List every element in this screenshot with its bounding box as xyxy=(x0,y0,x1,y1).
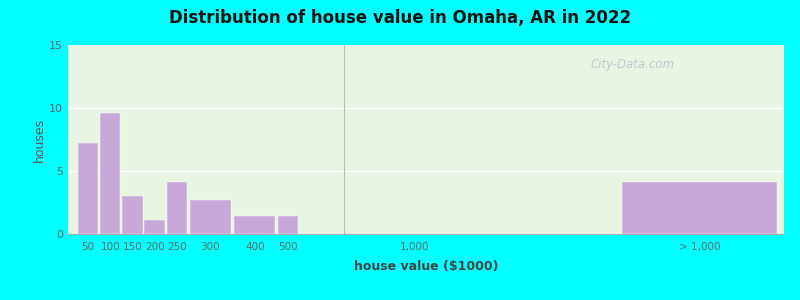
Bar xyxy=(78,143,98,234)
Text: Distribution of house value in Omaha, AR in 2022: Distribution of house value in Omaha, AR… xyxy=(169,9,631,27)
Bar xyxy=(122,196,142,234)
Bar xyxy=(278,216,298,234)
Bar xyxy=(100,113,121,234)
X-axis label: house value ($1000): house value ($1000) xyxy=(354,260,498,273)
Text: City-Data.com: City-Data.com xyxy=(590,58,675,71)
Y-axis label: houses: houses xyxy=(34,117,46,162)
Bar xyxy=(190,200,230,234)
Bar xyxy=(166,182,187,234)
Bar xyxy=(622,182,778,234)
Bar xyxy=(234,216,275,234)
Bar xyxy=(145,220,165,234)
